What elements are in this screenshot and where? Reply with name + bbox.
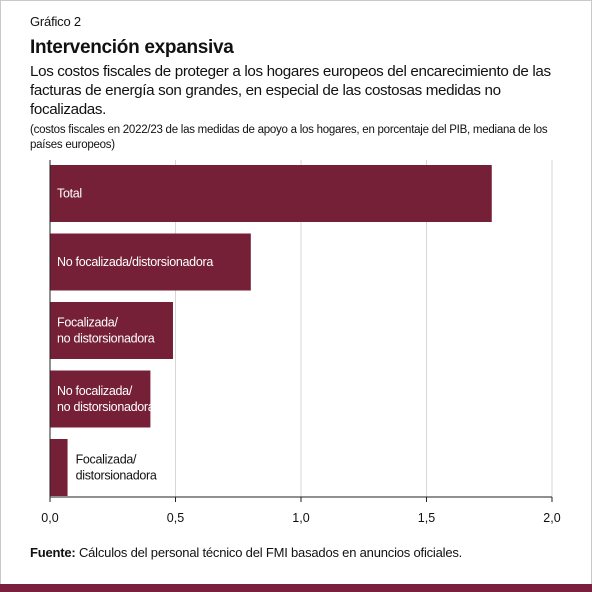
- source-note: Fuente: Cálculos del personal técnico de…: [30, 545, 462, 560]
- category-label: Focalizada/: [57, 316, 118, 330]
- x-tick-label: 1,5: [418, 511, 435, 525]
- category-label: no distorsionadora: [57, 332, 155, 346]
- bar: [50, 439, 68, 496]
- source-label: Fuente:: [30, 545, 76, 560]
- x-tick-label: 1,0: [292, 511, 309, 525]
- x-tick-label: 0,5: [167, 511, 184, 525]
- category-label: no distorsionadora: [57, 400, 155, 414]
- x-tick-label: 2,0: [543, 511, 560, 525]
- category-label: No focalizada/: [57, 384, 133, 398]
- bar: [50, 370, 151, 428]
- figure-label: Gráfico 2: [30, 14, 81, 29]
- bar: [50, 302, 173, 359]
- chart-subtitle: Los costos fiscales de proteger a los ho…: [30, 63, 551, 118]
- category-label: Focalizada/: [76, 453, 137, 467]
- source-text: Cálculos del personal técnico del FMI ba…: [75, 545, 463, 560]
- bar: [50, 165, 492, 222]
- category-label: distorsionadora: [76, 469, 157, 483]
- bottom-accent-bar: [0, 584, 592, 592]
- category-label: Total: [57, 187, 82, 201]
- bar: [50, 233, 251, 291]
- chart-title: Intervención expansiva: [30, 37, 234, 58]
- category-label: No focalizada/distorsionadora: [57, 255, 213, 269]
- x-tick-label: 0,0: [41, 511, 58, 525]
- chart-units-note: (costos fiscales en 2022/23 de las medid…: [30, 124, 548, 151]
- chart-header: Gráfico 2 Intervención expansiva Los cos…: [30, 14, 575, 153]
